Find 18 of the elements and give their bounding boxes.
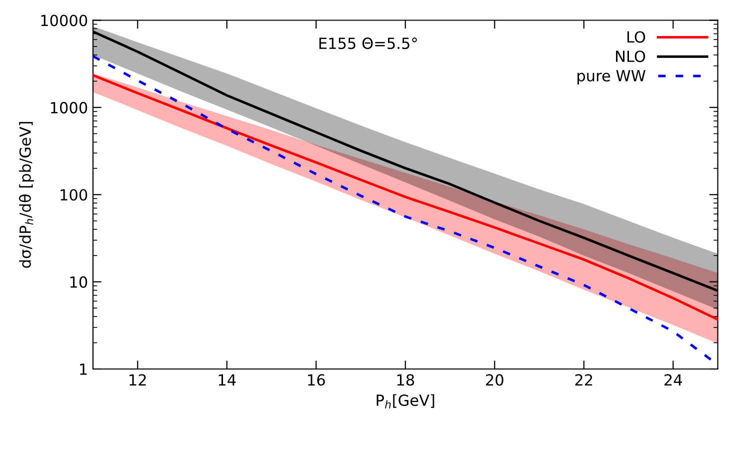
x-tick-label: 12 (130, 374, 146, 386)
x-tick-label: 14 (218, 374, 236, 386)
x-axis-title: P$_{h}$[GeV] (376, 394, 434, 408)
y-tick-label: 10 (70, 276, 88, 288)
y-tick-label: 1 (80, 364, 87, 375)
legend-label: NLO (616, 50, 646, 62)
x-tick-label: 16 (308, 374, 325, 386)
x-tick-label: 22 (575, 374, 592, 386)
y-tick-label: 100 (60, 189, 88, 201)
y-tick-label: 1000 (50, 102, 88, 114)
annotation: E155 Θ=5.5° (319, 38, 417, 50)
x-tick-label: 20 (486, 374, 504, 386)
y-tick-label: 10000 (41, 14, 88, 26)
x-tick-label: 18 (397, 374, 414, 386)
legend-label: LO (627, 31, 646, 43)
y-axis-title: dσ/dP$_{h}$/dθ [pb/GeV] (19, 122, 34, 268)
x-tick-label: 24 (664, 374, 682, 386)
legend-label: pure WW (578, 70, 646, 84)
